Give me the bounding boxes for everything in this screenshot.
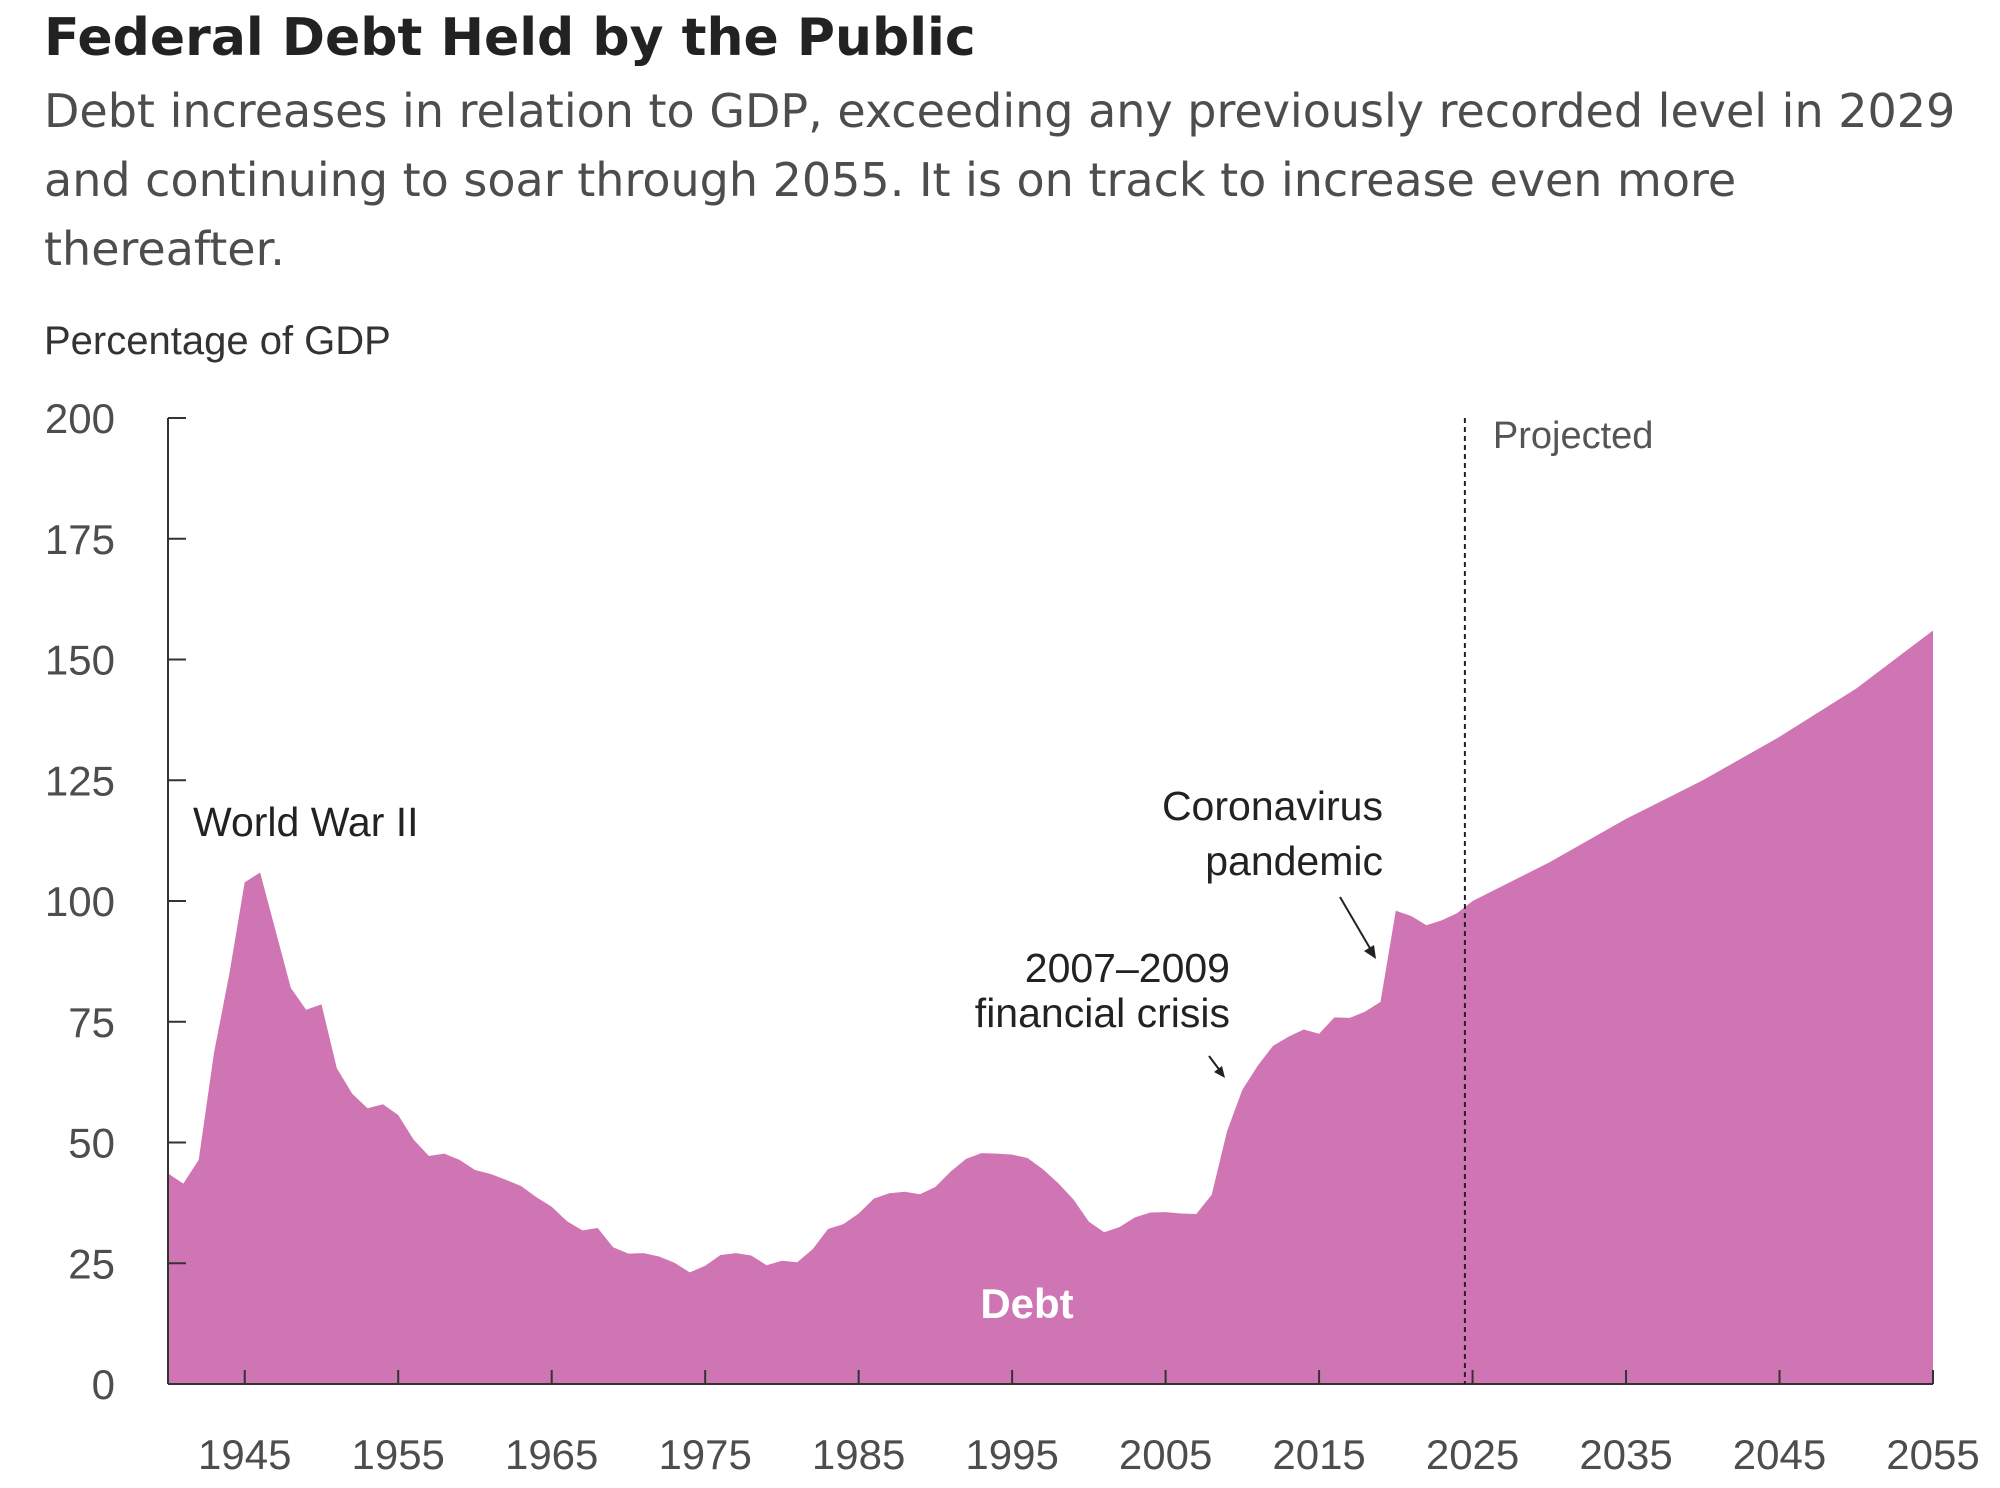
- y-tick-label: 175: [45, 516, 115, 563]
- chart-subtitle-line-3: thereafter.: [44, 222, 285, 276]
- projected-marker: Projected: [1463, 415, 1654, 1384]
- chart-subtitle-line-1: Debt increases in relation to GDP, excee…: [44, 84, 1955, 138]
- projected-label: Projected: [1493, 415, 1654, 457]
- x-tick-label: 2015: [1272, 1431, 1365, 1478]
- annotations: World War II 2007–2009 financial crisis …: [193, 783, 1383, 1078]
- y-tick-label: 50: [68, 1120, 115, 1167]
- y-tick-label: 25: [68, 1240, 115, 1287]
- y-tick-label: 200: [45, 395, 115, 442]
- x-tick-label: 1975: [658, 1431, 751, 1478]
- x-tick-label: 2025: [1426, 1431, 1519, 1478]
- x-tick-label: 1965: [505, 1431, 598, 1478]
- x-tick-label: 1985: [812, 1431, 905, 1478]
- x-tick-label: 2035: [1579, 1431, 1672, 1478]
- annotation-financial-crisis-line-1: 2007–2009: [1025, 945, 1230, 991]
- y-tick-label: 0: [92, 1361, 115, 1408]
- x-tick-label: 2055: [1886, 1431, 1979, 1478]
- chart-subtitle-line-2: and continuing to soar through 2055. It …: [44, 153, 1736, 207]
- annotation-coronavirus-line-1: Coronavirus: [1162, 783, 1383, 829]
- x-tick-label: 1955: [351, 1431, 444, 1478]
- y-tick-label: 100: [45, 878, 115, 925]
- annotation-world-war-ii: World War II: [193, 799, 419, 845]
- financial-crisis-arrow-icon: [1208, 1055, 1225, 1078]
- coronavirus-arrow-icon: [1339, 896, 1376, 959]
- y-tick-label: 150: [45, 637, 115, 684]
- plot-area-series: [168, 630, 1933, 1384]
- annotation-coronavirus-line-2: pandemic: [1205, 838, 1383, 884]
- x-tick-label: 1945: [198, 1431, 291, 1478]
- area-series-debt: [168, 630, 1933, 1384]
- annotation-financial-crisis-line-2: financial crisis: [975, 990, 1230, 1036]
- chart-title: Federal Debt Held by the Public: [44, 8, 976, 68]
- x-tick-label: 2045: [1733, 1431, 1826, 1478]
- axes: [167, 417, 1934, 1385]
- series-label-debt: Debt: [980, 1280, 1073, 1327]
- y-tick-labels: 0 25 50 75 100 125 150 175 200: [45, 395, 115, 1408]
- x-tick-label: 1995: [965, 1431, 1058, 1478]
- y-axis-label: Percentage of GDP: [44, 319, 391, 363]
- y-tick-label: 125: [45, 757, 115, 804]
- y-tick-label: 75: [68, 999, 115, 1046]
- x-tick-labels: 1945 1955 1965 1975 1985 1995 2005 2015 2025 2035…: [198, 1431, 1980, 1478]
- x-tick-label: 2005: [1119, 1431, 1212, 1478]
